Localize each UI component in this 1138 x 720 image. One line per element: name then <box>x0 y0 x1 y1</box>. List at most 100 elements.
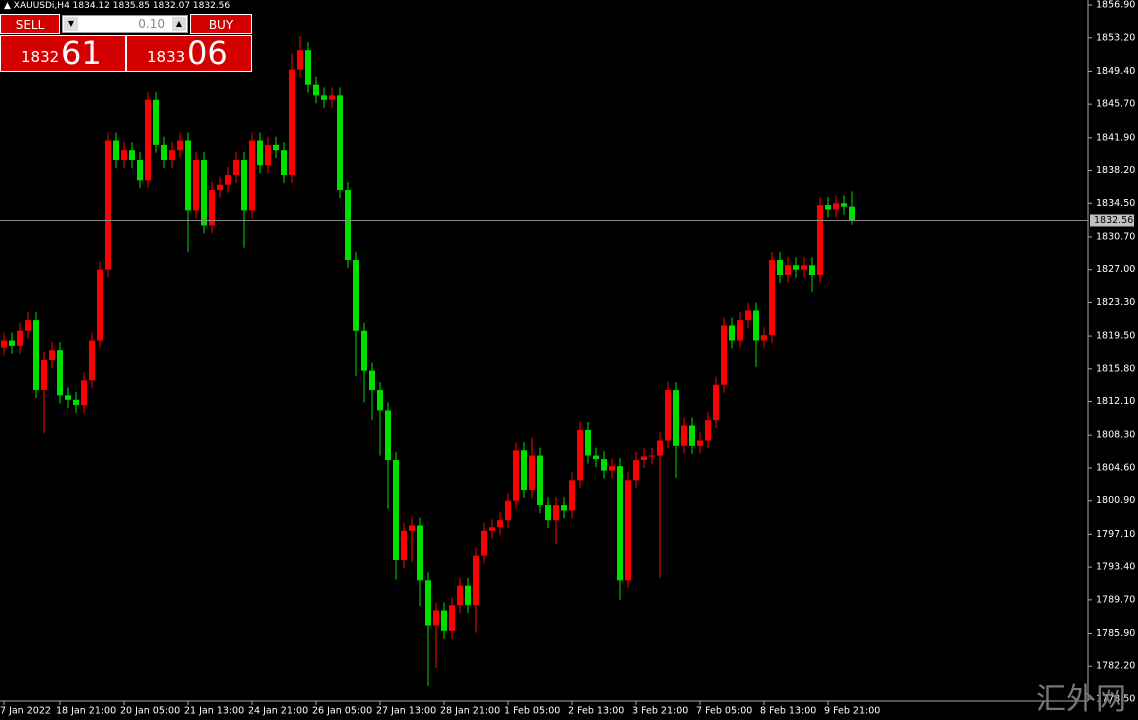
candle-body <box>561 505 567 511</box>
y-tick-label: 1793.40 <box>1096 562 1135 573</box>
candle-body <box>361 330 367 371</box>
candle-body <box>169 150 175 160</box>
candle-body <box>401 530 407 561</box>
buy-button[interactable]: BUY <box>190 14 252 34</box>
candle-body <box>385 410 391 460</box>
candle-body <box>241 159 247 211</box>
candle-body <box>337 95 343 191</box>
y-tick-label: 1797.10 <box>1096 529 1135 540</box>
sell-button[interactable]: SELL <box>0 14 60 34</box>
candle-body <box>345 190 351 260</box>
candle-body <box>729 325 735 341</box>
candle-body <box>489 527 495 531</box>
candle-body <box>17 330 23 346</box>
candle-body <box>817 205 823 276</box>
candle-body <box>657 440 663 456</box>
x-tick-label: 28 Jan 21:00 <box>440 706 500 717</box>
candle-body <box>769 259 775 336</box>
lot-down[interactable]: ▼ <box>64 17 78 31</box>
candle-body <box>465 585 471 606</box>
x-tick-label: 20 Jan 05:00 <box>120 706 180 717</box>
y-tick-label: 1808.30 <box>1096 430 1135 441</box>
bid-prefix: 1832 <box>21 48 60 66</box>
x-tick-label: 3 Feb 21:00 <box>632 706 688 717</box>
candle-body <box>393 459 399 561</box>
y-tick-label: 1845.70 <box>1096 99 1135 110</box>
candle-body <box>49 350 55 360</box>
candle-body <box>665 390 671 441</box>
y-tick-label: 1778.50 <box>1096 693 1135 704</box>
y-tick-label: 1827.00 <box>1096 264 1135 275</box>
lot-input[interactable]: ▼ 0.10 ▲ <box>62 15 188 33</box>
candle-body <box>697 440 703 446</box>
candle-body <box>209 190 215 226</box>
candle-body <box>57 350 63 396</box>
y-tick-label: 1841.90 <box>1096 132 1135 143</box>
candle-body <box>353 259 359 331</box>
x-tick-label: 24 Jan 21:00 <box>248 706 308 717</box>
candle-body <box>417 525 423 581</box>
lot-value: 0.10 <box>138 17 165 31</box>
candle-body <box>777 259 783 276</box>
y-tick-label: 1838.20 <box>1096 165 1135 176</box>
candle-body <box>553 505 559 521</box>
candle-body <box>713 384 719 421</box>
x-tick-label: 9 Feb 21:00 <box>824 706 880 717</box>
sell-quote[interactable]: 1832 61 <box>0 35 126 72</box>
x-tick-label: 7 Feb 05:00 <box>696 706 752 717</box>
candle-body <box>425 580 431 626</box>
candle-body <box>705 420 711 441</box>
x-tick-label: 21 Jan 13:00 <box>184 706 244 717</box>
candle-body <box>369 370 375 391</box>
candle-body <box>521 450 527 491</box>
y-tick-label: 1815.80 <box>1096 363 1135 374</box>
candle-body <box>601 459 607 471</box>
candle-body <box>81 380 87 406</box>
candle-body <box>481 530 487 556</box>
candle-body <box>273 144 279 151</box>
candle-body <box>185 140 191 211</box>
candle-body <box>145 99 151 181</box>
candle-body <box>113 140 119 160</box>
current-price-label: 1832.56 <box>1094 215 1133 226</box>
candle-body <box>785 265 791 276</box>
candle-body <box>409 525 415 531</box>
candle-body <box>433 610 439 626</box>
candle-body <box>681 425 687 446</box>
candle-body <box>849 206 855 221</box>
candle-body <box>753 310 759 341</box>
y-tick-label: 1834.50 <box>1096 198 1135 209</box>
lot-up[interactable]: ▲ <box>172 17 186 31</box>
candle-body <box>225 174 231 185</box>
y-tick-label: 1830.70 <box>1096 231 1135 242</box>
x-tick-label: 18 Jan 21:00 <box>56 706 116 717</box>
candle-body <box>641 456 647 460</box>
x-tick-label: 26 Jan 05:00 <box>312 706 372 717</box>
y-tick-label: 1785.90 <box>1096 628 1135 639</box>
chart-header: ▲ XAUUSDi,H4 1834.12 1835.85 1832.07 183… <box>4 1 231 11</box>
candle-body <box>441 610 447 631</box>
candle-body <box>217 184 223 191</box>
candle-body <box>721 325 727 385</box>
candle-body <box>537 455 543 506</box>
candle-body <box>809 265 815 276</box>
bid-pips: 61 <box>61 34 102 72</box>
candle-body <box>633 459 639 481</box>
candle-body <box>289 69 295 175</box>
y-tick-label: 1819.50 <box>1096 331 1135 342</box>
candle-body <box>129 150 135 160</box>
candle-body <box>545 505 551 521</box>
candle-body <box>41 359 47 391</box>
candle-body <box>9 340 15 346</box>
x-tick-label: 1 Feb 05:00 <box>504 706 560 717</box>
y-tick-label: 1782.20 <box>1096 661 1135 672</box>
candle-body <box>257 140 263 166</box>
candle-body <box>609 466 615 471</box>
y-tick-label: 1856.90 <box>1096 0 1135 11</box>
candle-body <box>449 605 455 631</box>
buy-quote[interactable]: 1833 06 <box>126 35 252 72</box>
candle-body <box>377 390 383 411</box>
ask-pips: 06 <box>187 34 228 72</box>
candle-body <box>585 429 591 456</box>
